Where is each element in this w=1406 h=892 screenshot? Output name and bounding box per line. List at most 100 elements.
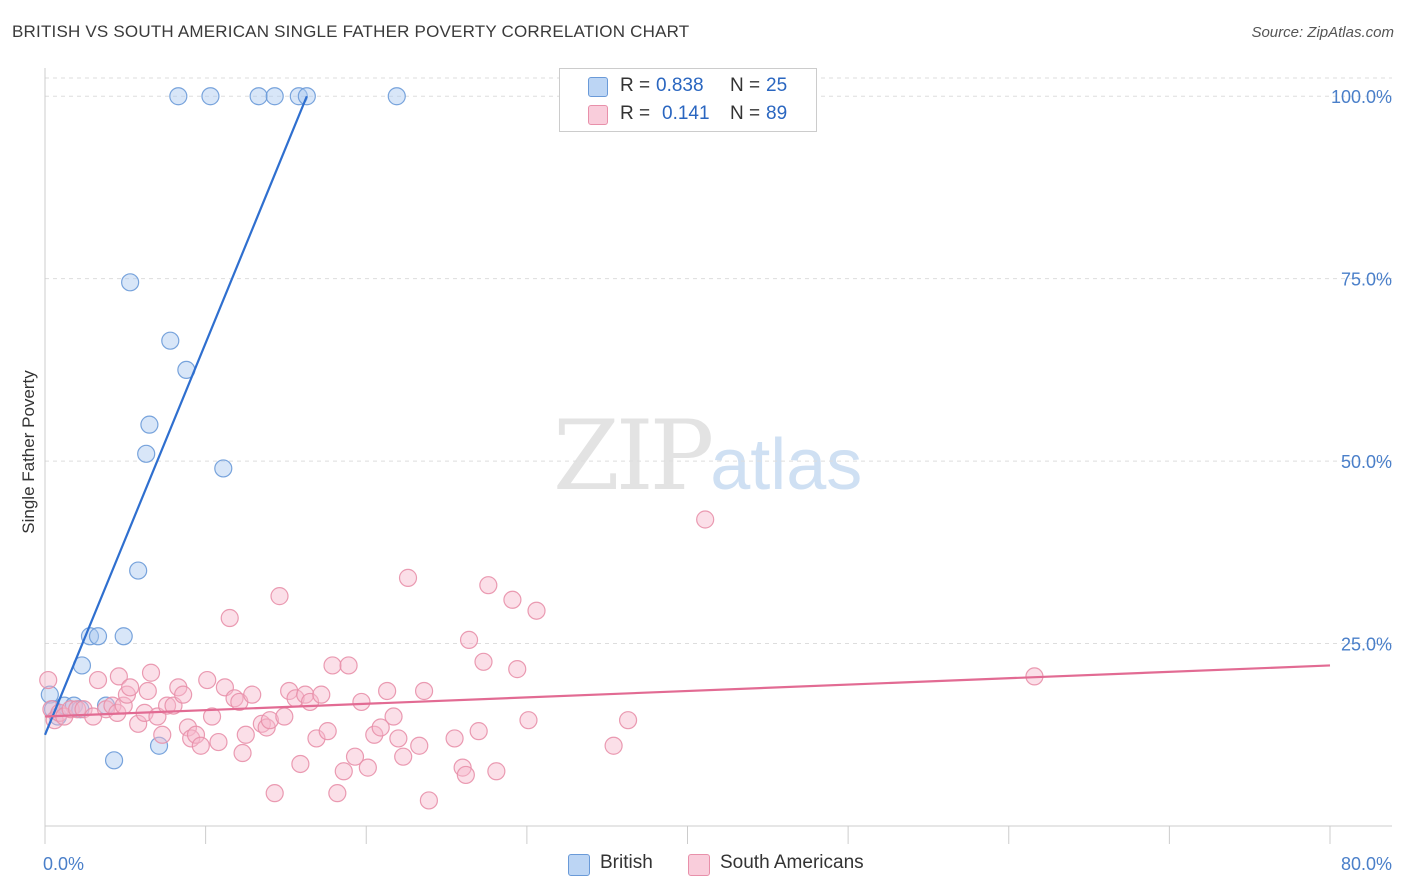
south-americans-point-63 [371, 718, 390, 737]
south-americans-point-32 [202, 707, 222, 726]
south-americans-point-70 [414, 681, 434, 701]
british-point-22 [249, 87, 268, 106]
south-americans-point-46 [275, 707, 294, 726]
south-americans-point-68 [398, 568, 418, 587]
british-point-10 [104, 751, 124, 770]
south-americans-point-31 [198, 670, 217, 690]
series-label-british: British [600, 852, 653, 873]
british-point-20 [201, 87, 220, 106]
south-americans-point-39 [236, 725, 255, 744]
legend-r-label: R = [620, 75, 651, 96]
y-axis-label: Single Father Poverty [19, 370, 38, 534]
south-americans-point-23 [157, 696, 177, 715]
south-americans-point-69 [410, 736, 429, 755]
south-americans-point-57 [334, 762, 353, 781]
legend-n-label: N = [730, 103, 761, 124]
south-americans-point-6 [68, 700, 87, 719]
south-americans-point-33 [209, 732, 228, 752]
south-americans-point-80 [503, 590, 522, 609]
south-americans-point-67 [394, 747, 413, 766]
series-legend: British South Americans [0, 852, 1406, 878]
british-point-17 [161, 331, 180, 350]
south-americans-point-45 [270, 587, 289, 606]
y-tick-label-50: 50.0% [1341, 452, 1392, 472]
south-americans-point-86 [696, 510, 715, 529]
south-americans-point-85 [618, 711, 638, 730]
south-americans-point-76 [469, 722, 488, 741]
south-americans-point-30 [191, 736, 210, 755]
watermark-atlas: atlas [710, 425, 863, 505]
south-americans-point-77 [474, 652, 493, 671]
south-americans-point-5 [61, 700, 80, 719]
south-americans-point-60 [352, 692, 371, 712]
legend-row-south-americans: R = 0.141 N = 89 [560, 101, 816, 127]
south-americans-point-53 [312, 685, 331, 704]
south-americans-point-0 [39, 670, 58, 690]
south-americans-point-66 [389, 729, 408, 748]
watermark-zip: ZIP [553, 400, 714, 512]
chart-title: BRITISH VS SOUTH AMERICAN SINGLE FATHER … [12, 22, 690, 41]
south-americans-point-56 [328, 784, 347, 803]
british-point-23 [265, 87, 284, 106]
south-americans-point-38 [233, 743, 252, 763]
south-americans-point-81 [508, 660, 527, 679]
south-americans-point-7 [74, 700, 93, 719]
south-americans-point-9 [88, 670, 108, 690]
south-americans-point-40 [243, 685, 262, 704]
zipatlas-watermark: ZIPatlas [553, 400, 862, 512]
y-tick-label-75: 75.0% [1341, 270, 1392, 290]
south-americans-point-62 [365, 725, 384, 744]
y-tick-label-100: 100.0% [1331, 87, 1392, 107]
legend-swatch-south-americans [588, 105, 608, 125]
south-americans-point-49 [291, 754, 310, 774]
series-swatch-british [568, 854, 590, 876]
legend-row-british: R = 0.838 N = 25 [560, 73, 816, 99]
british-point-0 [40, 685, 59, 704]
south-americans-point-29 [186, 725, 206, 744]
south-americans-point-26 [174, 685, 193, 704]
legend-r-label: R = [620, 103, 651, 124]
south-americans-point-22 [153, 725, 172, 744]
south-americans-point-84 [604, 736, 623, 755]
y-tick-label-25: 25.0% [1341, 635, 1392, 655]
south-americans-point-72 [445, 729, 464, 748]
south-americans-point-83 [527, 601, 546, 620]
legend-r-value: 0.141 [662, 103, 710, 124]
british-point-8 [88, 627, 108, 646]
british-point-15 [140, 415, 159, 434]
legend-swatch-british [588, 77, 608, 97]
south-americans-point-61 [358, 758, 377, 777]
south-americans-point-20 [141, 663, 161, 682]
legend-n-value: 89 [766, 103, 788, 124]
series-label-south-americans: South Americans [720, 852, 864, 873]
british-trend-line [43, 95, 308, 736]
south-americans-point-17 [129, 714, 148, 733]
x-tick-label-max: 80.0% [1341, 854, 1392, 874]
south-americans-point-65 [384, 707, 403, 726]
british-point-26 [387, 87, 406, 106]
south-americans-point-19 [138, 681, 157, 701]
south-americans-point-71 [419, 791, 438, 810]
british-point-11 [114, 627, 133, 646]
british-point-14 [137, 444, 156, 463]
x-tick-label-min: 0.0% [43, 854, 84, 874]
south-americans-point-13 [109, 667, 128, 686]
south-americans-point-82 [519, 711, 538, 730]
south-americans-point-79 [487, 762, 506, 781]
south-americans-point-64 [378, 681, 397, 701]
legend-n-label: N = [730, 75, 761, 96]
british-point-12 [121, 273, 140, 292]
series-swatch-south-americans [688, 854, 710, 876]
south-americans-point-75 [459, 630, 479, 650]
south-americans-point-43 [260, 711, 279, 730]
south-americans-point-58 [339, 656, 358, 675]
south-americans-point-54 [318, 722, 337, 741]
south-americans-point-59 [345, 747, 365, 766]
british-point-21 [214, 459, 233, 478]
legend-n-value: 25 [766, 75, 788, 96]
british-point-18 [169, 87, 188, 106]
british-point-13 [129, 561, 148, 580]
british-point-16 [149, 736, 169, 755]
south-americans-point-35 [220, 608, 239, 628]
